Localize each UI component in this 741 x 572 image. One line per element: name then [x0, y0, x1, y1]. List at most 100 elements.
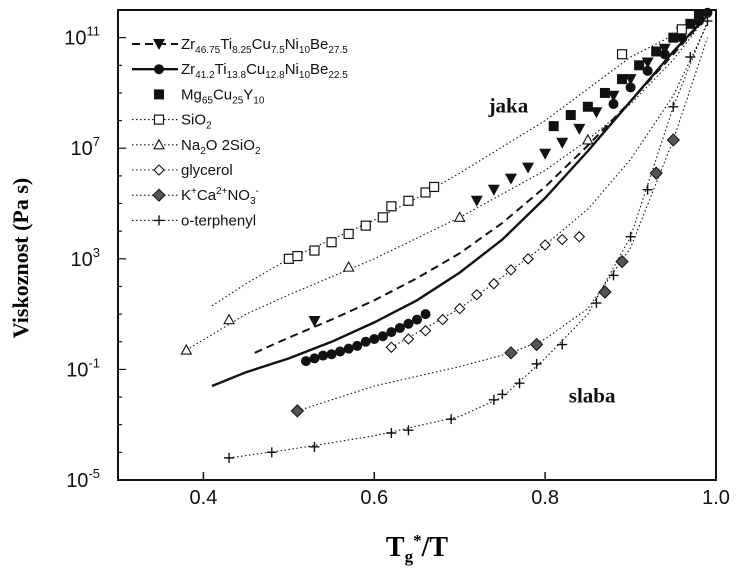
- data-markers: [180, 7, 713, 463]
- legend-marker: [153, 39, 165, 50]
- data-point: [488, 394, 499, 405]
- legend-label-part: Cu: [252, 36, 271, 53]
- x-tick-label: 0.8: [531, 487, 559, 509]
- data-point: [616, 49, 628, 60]
- data-point: [292, 250, 303, 262]
- series-curve: [186, 15, 708, 351]
- legend-marker: [154, 64, 164, 75]
- x-title-sub: g: [405, 547, 414, 566]
- data-point: [402, 333, 415, 345]
- legend-marker: [153, 164, 165, 176]
- data-point: [352, 340, 363, 351]
- data-point: [446, 414, 457, 425]
- data-point: [360, 220, 371, 231]
- x-tick-label: 0.6: [360, 487, 388, 509]
- data-point: [581, 133, 594, 145]
- x-tick-label: 0.4: [190, 487, 218, 509]
- data-point: [685, 52, 696, 62]
- y-tick-base: 10: [66, 359, 88, 381]
- data-point: [420, 309, 431, 320]
- data-point: [412, 314, 422, 325]
- legend-label-part: 3: [250, 196, 256, 207]
- legend-marker: [152, 188, 166, 202]
- y-tick-label: 10-1: [66, 355, 100, 381]
- series-curve: [229, 20, 709, 459]
- legend-marker: [154, 89, 164, 100]
- y-tick-base: 10: [64, 28, 86, 50]
- data-point: [403, 318, 414, 329]
- legend-label: Mg65Cu25Y10: [181, 86, 265, 106]
- data-point: [487, 184, 500, 196]
- data-point: [394, 322, 405, 333]
- data-point: [649, 166, 663, 180]
- data-point: [180, 343, 193, 355]
- data-point: [308, 316, 321, 328]
- data-point: [386, 201, 397, 212]
- annotations: jaka slaba: [488, 93, 616, 407]
- data-point: [309, 441, 320, 452]
- legend-label-part: 10: [253, 95, 265, 106]
- data-point: [634, 60, 645, 71]
- data-point: [403, 425, 414, 436]
- data-point: [377, 331, 388, 342]
- data-point: [266, 447, 277, 458]
- y-tick-exponent: -5: [88, 466, 100, 481]
- data-point: [625, 82, 636, 93]
- legend-label-part: 65: [202, 95, 214, 106]
- data-point: [598, 285, 612, 299]
- data-point: [591, 298, 602, 309]
- legend: Zr46.75Ti8.25Cu7.5Ni10Be27.5Zr41.2Ti13.8…: [132, 36, 348, 229]
- data-point: [522, 253, 534, 265]
- data-point: [607, 90, 620, 102]
- data-point: [615, 254, 629, 269]
- data-point: [335, 346, 346, 357]
- data-point: [529, 337, 544, 352]
- data-point: [590, 107, 603, 119]
- data-point: [386, 327, 397, 338]
- legend-label-part: Mg: [181, 86, 202, 103]
- data-point: [608, 270, 619, 281]
- y-tick-base: 10: [71, 138, 93, 160]
- legend-label-part: 27.5: [328, 45, 348, 56]
- legend-label-part: Be: [310, 36, 328, 53]
- data-point: [326, 349, 337, 360]
- legend-label-part: Ni: [285, 36, 299, 53]
- data-point: [497, 389, 508, 400]
- data-point: [599, 87, 610, 98]
- data-point: [386, 428, 397, 438]
- legend-label-part: 10: [299, 45, 311, 56]
- data-point: [659, 49, 670, 60]
- legend-label-part: -: [256, 186, 259, 197]
- data-point: [642, 65, 653, 76]
- legend-label: glycerol: [181, 162, 233, 179]
- data-point: [385, 341, 398, 354]
- y-tick-exponent: 11: [87, 24, 101, 39]
- legend-label-part: K: [181, 187, 191, 204]
- data-point: [309, 245, 320, 256]
- data-point: [309, 353, 320, 364]
- y-tick-exponent: -1: [88, 355, 100, 370]
- data-point: [504, 173, 517, 185]
- legend-label-part: 25: [232, 95, 244, 106]
- x-title-base: T: [386, 532, 405, 563]
- data-point: [642, 184, 653, 195]
- data-point: [436, 313, 449, 326]
- y-tick-label: 1011: [64, 24, 100, 50]
- data-point: [702, 16, 713, 27]
- legend-label-part: 2: [255, 146, 261, 157]
- legend-label-part: Y: [243, 86, 253, 103]
- legend-label-part: 13.8: [227, 70, 247, 81]
- data-point: [300, 356, 311, 367]
- data-point: [641, 57, 654, 69]
- data-point: [651, 46, 662, 57]
- data-point: [625, 231, 636, 242]
- legend-label: K+Ca2+NO3-: [181, 186, 259, 207]
- data-point: [283, 253, 294, 264]
- y-tick-label: 10-5: [66, 466, 100, 492]
- data-point: [666, 133, 680, 147]
- legend-label: Na2O 2SiO2: [181, 137, 261, 157]
- data-point: [668, 32, 679, 43]
- legend-label-part: 12.8: [265, 70, 285, 81]
- series-curve: [211, 26, 691, 307]
